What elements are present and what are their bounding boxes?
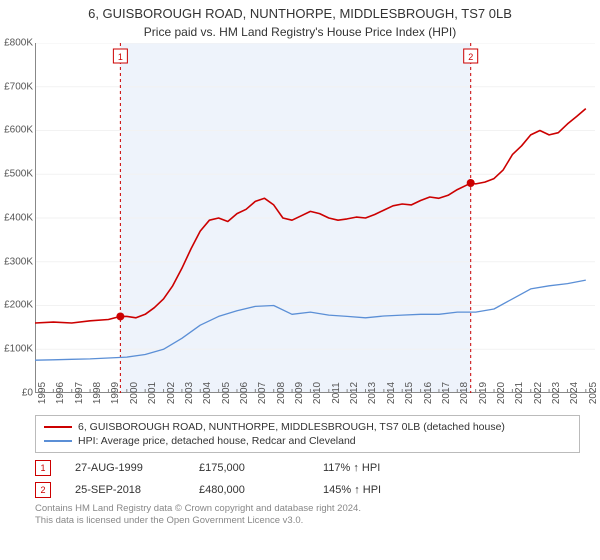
x-tick-label: 2002	[164, 382, 177, 404]
x-tick-label: 2022	[531, 382, 544, 404]
x-tick-label: 2019	[476, 382, 489, 404]
footer-line: This data is licensed under the Open Gov…	[35, 515, 580, 527]
x-tick-label: 2020	[494, 382, 507, 404]
x-tick-label: 1998	[90, 382, 103, 404]
event-date: 27-AUG-1999	[75, 462, 175, 474]
x-tick-label: 2009	[292, 382, 305, 404]
x-tick-label: 2003	[182, 382, 195, 404]
legend-swatch	[44, 426, 72, 428]
event-pct: 145% ↑ HPI	[323, 484, 423, 496]
legend-label: 6, GUISBOROUGH ROAD, NUNTHORPE, MIDDLESB…	[78, 421, 505, 433]
y-tick-label: £600K	[4, 125, 35, 136]
legend-row: HPI: Average price, detached house, Redc…	[44, 434, 571, 448]
y-tick-label: £500K	[4, 169, 35, 180]
x-tick-label: 2007	[255, 382, 268, 404]
x-tick-label: 2010	[310, 382, 323, 404]
event-row: 2 25-SEP-2018 £480,000 145% ↑ HPI	[35, 479, 580, 501]
line-chart-svg: 12	[35, 43, 595, 393]
y-tick-label: £200K	[4, 300, 35, 311]
event-pct: 117% ↑ HPI	[323, 462, 423, 474]
chart-title: 6, GUISBOROUGH ROAD, NUNTHORPE, MIDDLESB…	[0, 0, 600, 25]
legend-swatch	[44, 440, 72, 442]
x-tick-label: 2021	[512, 382, 525, 404]
chart-subtitle: Price paid vs. HM Land Registry's House …	[0, 25, 600, 43]
x-tick-label: 2024	[567, 382, 580, 404]
x-tick-label: 2016	[421, 382, 434, 404]
legend: 6, GUISBOROUGH ROAD, NUNTHORPE, MIDDLESB…	[35, 415, 580, 453]
x-tick-label: 1999	[108, 382, 121, 404]
x-tick-label: 2018	[457, 382, 470, 404]
x-tick-label: 2006	[237, 382, 250, 404]
x-tick-label: 1997	[72, 382, 85, 404]
event-marker: 1	[35, 460, 51, 476]
x-tick-label: 2012	[347, 382, 360, 404]
x-tick-label: 1995	[35, 382, 48, 404]
y-tick-label: £300K	[4, 256, 35, 267]
svg-text:1: 1	[118, 52, 123, 62]
x-tick-label: 2015	[402, 382, 415, 404]
event-marker: 2	[35, 482, 51, 498]
x-tick-label: 2013	[365, 382, 378, 404]
x-tick-label: 1996	[53, 382, 66, 404]
attribution-footer: Contains HM Land Registry data © Crown c…	[35, 503, 580, 527]
event-price: £480,000	[199, 484, 299, 496]
x-tick-label: 2008	[274, 382, 287, 404]
y-tick-label: £800K	[4, 37, 35, 48]
legend-label: HPI: Average price, detached house, Redc…	[78, 435, 356, 447]
x-tick-label: 2005	[219, 382, 232, 404]
x-tick-label: 2000	[127, 382, 140, 404]
x-tick-label: 2023	[549, 382, 562, 404]
y-tick-label: £0	[22, 387, 35, 398]
legend-row: 6, GUISBOROUGH ROAD, NUNTHORPE, MIDDLESB…	[44, 420, 571, 434]
footer-line: Contains HM Land Registry data © Crown c…	[35, 503, 580, 515]
x-tick-label: 2001	[145, 382, 158, 404]
svg-text:2: 2	[468, 52, 473, 62]
x-tick-label: 2014	[384, 382, 397, 404]
y-tick-label: £100K	[4, 344, 35, 355]
x-tick-label: 2025	[586, 382, 599, 404]
y-tick-label: £700K	[4, 81, 35, 92]
x-tick-label: 2011	[329, 382, 342, 404]
event-price: £175,000	[199, 462, 299, 474]
event-table: 1 27-AUG-1999 £175,000 117% ↑ HPI 2 25-SEP-20…	[35, 457, 580, 501]
event-date: 25-SEP-2018	[75, 484, 175, 496]
x-tick-label: 2004	[200, 382, 213, 404]
x-tick-label: 2017	[439, 382, 452, 404]
y-tick-label: £400K	[4, 212, 35, 223]
event-row: 1 27-AUG-1999 £175,000 117% ↑ HPI	[35, 457, 580, 479]
chart-area: 12 £0£100K£200K£300K£400K£500K£600K£700K…	[35, 43, 595, 393]
